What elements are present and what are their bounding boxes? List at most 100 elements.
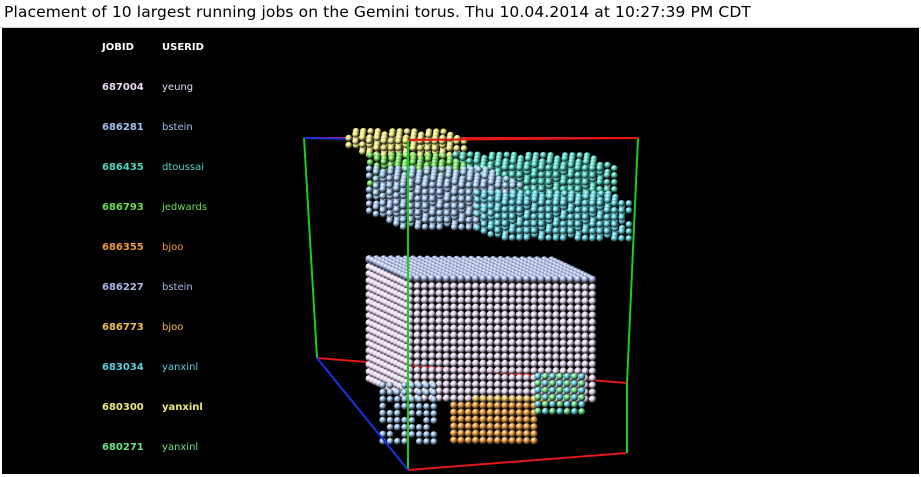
node-sphere (465, 216, 473, 224)
torus-3d-scene[interactable] (2, 28, 919, 474)
node-sphere (420, 366, 429, 374)
node-sphere (472, 352, 480, 361)
node-sphere (450, 387, 458, 395)
node-sphere (581, 325, 589, 333)
node-sphere (480, 182, 487, 189)
node-sphere (546, 158, 554, 166)
node-sphere (501, 206, 509, 214)
node-sphere (493, 429, 502, 438)
node-sphere (515, 346, 524, 354)
node-sphere (538, 171, 545, 179)
node-sphere (508, 311, 516, 319)
node-sphere (457, 429, 465, 438)
node-sphere (464, 338, 473, 347)
node-sphere (494, 395, 502, 403)
node-sphere (515, 367, 524, 375)
node-sphere (567, 220, 574, 228)
node-sphere (588, 388, 597, 396)
node-sphere (464, 373, 473, 382)
node-sphere (581, 360, 589, 368)
node-sphere (466, 157, 473, 165)
node-sphere (581, 275, 589, 283)
node-sphere (559, 311, 567, 319)
node-sphere (559, 275, 567, 283)
node-sphere (523, 290, 531, 298)
node-sphere (559, 304, 567, 312)
node-sphere (479, 387, 487, 396)
node-sphere (457, 317, 465, 326)
torus-3d-viewport[interactable]: JOBID USERID 687004 yeung 686281 bstein 6864… (2, 28, 919, 474)
node-sphere (442, 296, 451, 304)
node-sphere (588, 304, 597, 312)
node-sphere (435, 282, 443, 290)
node-sphere (415, 396, 423, 403)
node-sphere (552, 297, 560, 305)
node-sphere (486, 289, 494, 298)
node-sphere (574, 367, 582, 375)
node-sphere (493, 303, 502, 312)
node-sphere (436, 223, 444, 231)
node-sphere (588, 325, 597, 333)
node-sphere (530, 325, 538, 333)
node-sphere (464, 380, 473, 389)
node-sphere (508, 206, 516, 214)
node-sphere (545, 206, 553, 214)
node-sphere (523, 325, 531, 333)
node-sphere (465, 209, 473, 217)
node-sphere (415, 382, 423, 389)
node-sphere (493, 324, 502, 333)
node-sphere (508, 367, 516, 375)
node-sphere (386, 423, 394, 431)
node-sphere (413, 338, 421, 346)
node-sphere (408, 382, 416, 389)
legend-userid: bjoo (162, 322, 184, 333)
node-sphere (574, 213, 582, 221)
node-sphere (581, 283, 589, 291)
node-sphere (538, 164, 545, 172)
node-sphere (596, 178, 604, 186)
node-sphere (435, 352, 443, 360)
node-sphere (574, 304, 582, 312)
node-sphere (486, 274, 494, 283)
node-sphere (502, 182, 509, 189)
node-sphere (508, 409, 516, 417)
node-sphere (530, 318, 538, 326)
node-sphere (386, 388, 394, 396)
legend-row: 686435 dtoussai (2, 162, 262, 176)
node-sphere (408, 424, 416, 431)
node-sphere (508, 423, 516, 431)
node-sphere (435, 296, 443, 304)
node-sphere (567, 171, 574, 179)
node-sphere (545, 318, 553, 326)
node-sphere (428, 359, 436, 367)
node-sphere (486, 296, 494, 305)
node-sphere (487, 210, 495, 217)
node-sphere (531, 161, 538, 169)
node-sphere (479, 436, 487, 445)
node-sphere (359, 148, 366, 155)
torus-edge-z (316, 357, 409, 471)
node-sphere (465, 195, 473, 203)
node-sphere (523, 374, 531, 382)
node-sphere (435, 303, 443, 311)
node-sphere (464, 352, 473, 361)
node-sphere (423, 438, 430, 445)
node-sphere (415, 410, 423, 417)
node-sphere (494, 213, 501, 221)
node-sphere (530, 171, 538, 179)
node-sphere (481, 172, 489, 180)
node-sphere (597, 190, 605, 198)
node-sphere (552, 325, 560, 333)
node-sphere (501, 366, 509, 375)
node-sphere (581, 227, 589, 235)
node-sphere (414, 178, 422, 186)
node-sphere (534, 400, 542, 408)
node-sphere (472, 338, 480, 347)
node-sphere (508, 171, 516, 179)
node-sphere (442, 380, 451, 388)
node-sphere (559, 367, 567, 375)
node-sphere (508, 388, 516, 396)
node-sphere (442, 387, 451, 395)
node-sphere (566, 297, 575, 305)
node-sphere (567, 161, 575, 169)
